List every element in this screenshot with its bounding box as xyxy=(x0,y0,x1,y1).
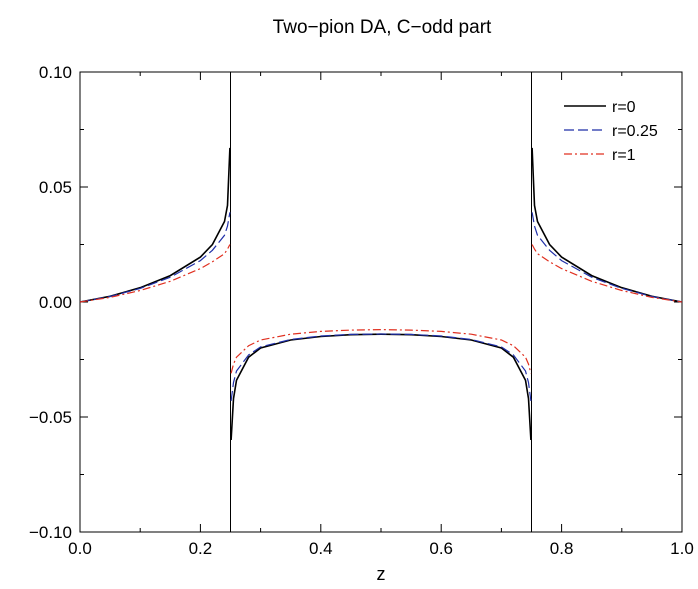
x-tick-label: 0.0 xyxy=(68,539,92,558)
series-group xyxy=(79,147,683,441)
legend: r=0 r=0.25 r=1 xyxy=(564,99,658,164)
y-tick-label: 0.10 xyxy=(39,63,72,82)
x-tick-label: 0.2 xyxy=(189,539,213,558)
series-line-r=1 xyxy=(79,244,231,303)
legend-label: r=1 xyxy=(612,147,636,164)
series-line-r=1 xyxy=(531,244,683,303)
y-tick-label: −0.10 xyxy=(29,523,72,542)
x-tick-label: 1.0 xyxy=(670,539,694,558)
y-tick-label: −0.05 xyxy=(29,408,72,427)
x-tick-label: 0.6 xyxy=(429,539,453,558)
series-line-r=0 xyxy=(531,147,683,303)
vertical-lines xyxy=(230,72,532,532)
y-tick-label: 0.05 xyxy=(39,178,72,197)
series-line-r=0.25 xyxy=(531,212,683,303)
series-line-r=1 xyxy=(230,328,532,374)
x-axis-label: z xyxy=(377,564,386,584)
series-line-r=0 xyxy=(79,147,231,303)
series-line-r=0.25 xyxy=(79,212,231,303)
series-line-r=0.25 xyxy=(230,333,532,401)
axis-ticks: 0.0 0.2 0.4 0.6 0.8 1.0 −0.10 −0.05 0.00 0.05 0.10 xyxy=(29,63,694,558)
legend-label: r=0 xyxy=(612,99,636,116)
x-tick-label: 0.4 xyxy=(309,539,333,558)
series-line-r=0 xyxy=(230,333,532,441)
y-tick-label: 0.00 xyxy=(39,293,72,312)
plot-frame xyxy=(79,71,683,533)
chart-title: Two−pion DA, C−odd part xyxy=(273,17,492,38)
x-tick-label: 0.8 xyxy=(550,539,574,558)
legend-label: r=0.25 xyxy=(612,123,658,140)
